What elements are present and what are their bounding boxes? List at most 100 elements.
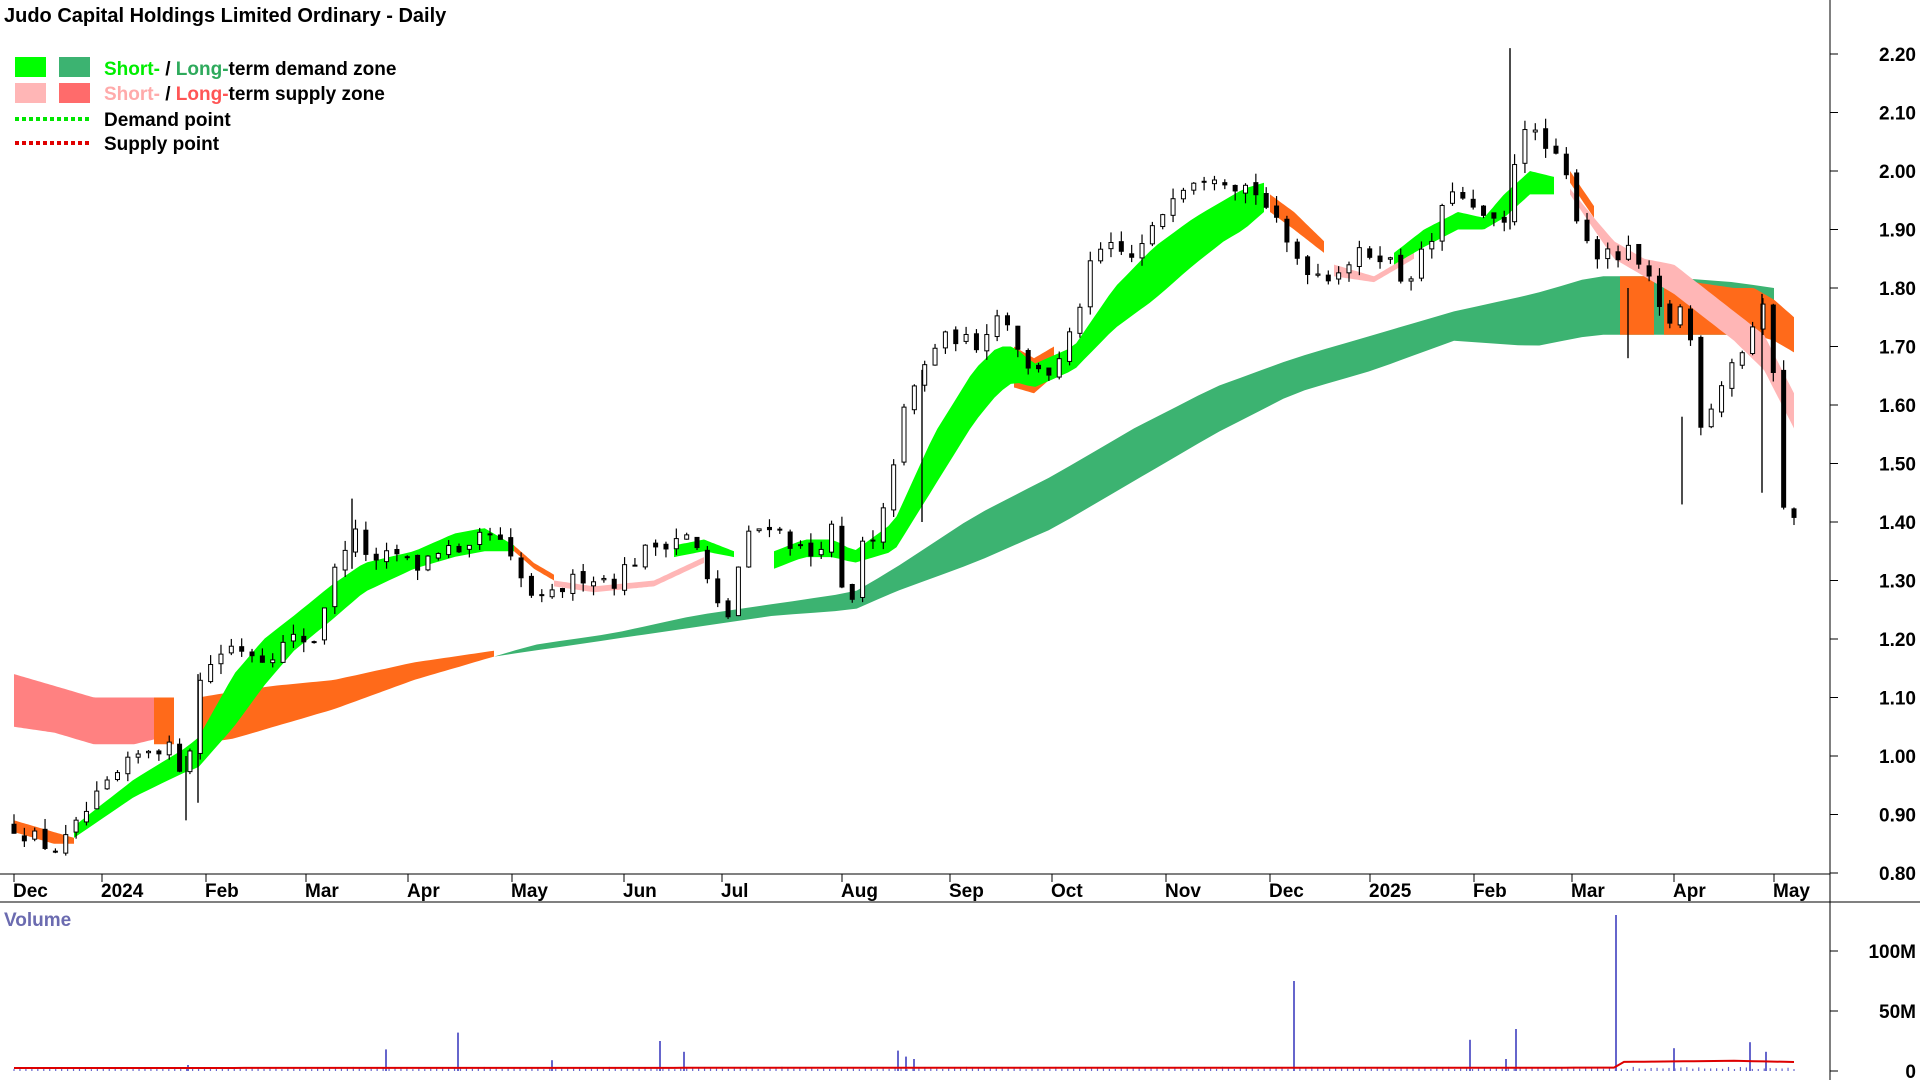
candle	[1398, 248, 1404, 284]
candle	[446, 540, 452, 559]
candle	[508, 528, 514, 561]
candle	[125, 751, 131, 782]
candle	[156, 749, 162, 761]
candle	[570, 569, 576, 601]
short-term-supply-zone	[1334, 252, 1414, 283]
candle	[1719, 381, 1725, 418]
candle	[177, 738, 183, 773]
supply-zone-segment	[154, 697, 174, 745]
candle	[746, 525, 752, 568]
candle	[580, 563, 586, 592]
candle	[787, 529, 793, 556]
candle	[932, 343, 938, 366]
x-tick-label: 2024	[101, 881, 144, 902]
candle	[1387, 256, 1393, 264]
candle	[622, 557, 628, 596]
y-tick-label: 1.50	[1879, 455, 1916, 476]
candle	[1325, 270, 1331, 285]
candle	[1274, 196, 1280, 223]
candle	[559, 587, 565, 598]
x-tick-label: Nov	[1165, 881, 1201, 902]
candle	[1315, 263, 1321, 278]
legend-supply-point-label: Supply point	[104, 134, 220, 155]
candle	[497, 527, 503, 540]
candle	[1770, 303, 1776, 382]
x-axis: Dec 2024 Feb Mar Apr May Jun Jul Aug Sep Oct Nov Dec…	[13, 874, 1810, 902]
candle	[1470, 189, 1476, 210]
x-tick-label: May	[511, 881, 548, 902]
candle	[1667, 300, 1673, 329]
chart-title: Judo Capital Holdings Limited Ordinary -…	[4, 5, 447, 27]
y-tick-label: 1.00	[1879, 747, 1916, 768]
candle	[973, 329, 979, 353]
y-tick-label: 1.80	[1879, 279, 1916, 300]
candle	[611, 573, 617, 596]
candle	[528, 573, 534, 598]
candle	[1336, 266, 1342, 285]
candle	[425, 555, 431, 572]
candle	[21, 827, 27, 847]
candle	[228, 638, 234, 656]
candle	[311, 640, 317, 644]
candle	[1512, 154, 1518, 226]
candle	[1149, 221, 1155, 247]
candle	[1646, 260, 1652, 282]
candle	[1284, 215, 1290, 253]
y-tick-label: 1.20	[1879, 630, 1916, 651]
candle	[197, 672, 203, 760]
candle	[735, 566, 741, 617]
legend-swatch-long-supply	[59, 83, 90, 103]
candle	[104, 776, 110, 790]
candle	[1346, 261, 1352, 282]
candle	[280, 634, 286, 663]
candle	[1708, 403, 1714, 429]
x-tick-label: May	[1773, 881, 1810, 902]
candle	[1656, 268, 1662, 316]
candle	[1739, 350, 1745, 369]
candle	[1025, 348, 1031, 375]
candle	[32, 827, 38, 842]
x-tick-label: Jun	[623, 881, 657, 902]
y-tick-label: 2.20	[1879, 45, 1916, 66]
candle	[798, 540, 804, 549]
candle	[1222, 179, 1228, 190]
candle	[290, 624, 296, 649]
legend-supply-zone-label: Short- / Long-term supply zone	[104, 84, 385, 105]
supply-zone-segment	[198, 650, 494, 745]
supply-zone-segment	[1620, 276, 1654, 335]
candle	[259, 648, 265, 663]
candle	[1729, 358, 1735, 397]
legend-swatch-short-supply	[15, 83, 46, 103]
candle	[1677, 304, 1683, 329]
candle	[1263, 187, 1269, 210]
candle	[63, 824, 69, 856]
x-tick-label: Dec	[13, 881, 48, 902]
candle	[1429, 233, 1435, 259]
candle	[1584, 212, 1590, 244]
candle	[1253, 173, 1259, 205]
candle	[208, 655, 214, 684]
candle	[135, 750, 141, 764]
candle	[394, 544, 400, 562]
candle	[1532, 123, 1538, 141]
candle	[601, 575, 607, 583]
y-tick-label: 1.60	[1879, 396, 1916, 417]
candle	[1553, 138, 1559, 155]
candle	[704, 546, 710, 584]
candle	[187, 748, 193, 775]
candle	[1688, 305, 1694, 346]
candle	[73, 816, 79, 839]
x-tick-label: Feb	[1473, 881, 1507, 902]
candle	[1615, 245, 1621, 268]
candle	[1087, 251, 1093, 315]
candle	[1543, 118, 1549, 158]
candle	[404, 555, 410, 561]
x-tick-label: Mar	[1571, 881, 1605, 902]
candle	[94, 781, 100, 810]
candle	[239, 638, 245, 657]
y-tick-label: 0.90	[1879, 806, 1916, 827]
candle	[1036, 362, 1042, 373]
candle	[1605, 242, 1611, 269]
candle	[415, 554, 421, 581]
